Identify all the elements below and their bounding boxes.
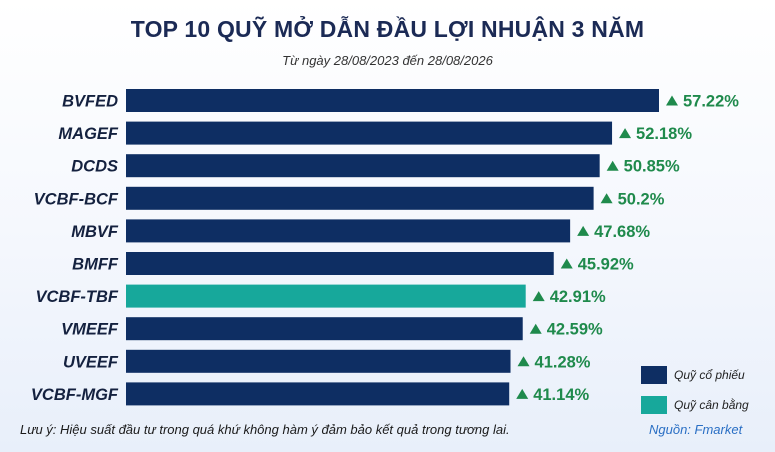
disclaimer-note: Lưu ý: Hiệu suất đầu tư trong quá khứ kh… xyxy=(20,422,510,437)
bar xyxy=(126,89,659,112)
up-arrow-icon xyxy=(666,95,678,106)
category-label: VMEEF xyxy=(61,321,119,339)
bar xyxy=(126,284,526,308)
up-arrow-icon xyxy=(529,323,542,334)
up-arrow-icon xyxy=(532,291,545,302)
legend-item-equity: Quỹ cổ phiếu xyxy=(641,365,749,385)
chart-title: TOP 10 QUỸ MỞ DẪN ĐẦU LỢI NHUẬN 3 NĂM xyxy=(130,16,645,42)
up-arrow-icon xyxy=(560,258,573,269)
value-label: 50.85% xyxy=(624,158,680,176)
legend-swatch-balanced xyxy=(641,396,667,414)
bar xyxy=(126,186,594,210)
up-arrow-icon xyxy=(577,225,590,236)
legend-label-equity: Quỹ cổ phiếu xyxy=(674,368,745,382)
category-label: UVEEF xyxy=(63,353,119,371)
category-label: BVFED xyxy=(62,93,118,111)
category-label: BMFF xyxy=(72,256,119,274)
value-label: 50.2% xyxy=(618,190,665,208)
category-label: MAGEF xyxy=(58,125,119,143)
up-arrow-icon xyxy=(600,193,613,204)
source-credit: Nguồn: Fmarket xyxy=(649,422,743,437)
up-arrow-icon xyxy=(606,160,619,171)
category-label: VCBF-MGF xyxy=(31,386,119,404)
value-label: 45.92% xyxy=(578,256,634,274)
up-arrow-icon xyxy=(517,356,530,367)
up-arrow-icon xyxy=(516,388,529,399)
bar xyxy=(126,317,523,341)
value-label: 52.18% xyxy=(636,125,692,143)
legend: Quỹ cổ phiếu Quỹ cân bằng xyxy=(641,365,749,425)
value-label: 41.14% xyxy=(533,386,589,404)
bar xyxy=(126,121,613,145)
value-label: 42.91% xyxy=(550,288,606,306)
bar-chart: BVFED 57.22% MAGEF 52.18% DCDS 50.85% VCBF-BCF… xyxy=(31,89,739,406)
legend-item-balanced: Quỹ cân bằng xyxy=(641,395,749,415)
bar xyxy=(126,349,511,373)
value-label: 41.28% xyxy=(535,353,591,371)
category-label: DCDS xyxy=(71,158,118,176)
value-label: 47.68% xyxy=(594,223,650,241)
value-label: 57.22% xyxy=(683,93,739,111)
value-label: 42.59% xyxy=(547,321,603,339)
legend-label-balanced: Quỹ cân bằng xyxy=(674,398,749,412)
category-label: MBVF xyxy=(71,223,119,241)
bar xyxy=(126,382,510,406)
category-label: VCBF-TBF xyxy=(36,288,119,306)
bar xyxy=(126,252,554,275)
chart-subtitle: Từ ngày 28/08/2023 đến 28/08/2026 xyxy=(282,53,493,68)
bar xyxy=(126,154,600,178)
bar xyxy=(126,219,571,243)
category-label: VCBF-BCF xyxy=(34,190,119,208)
up-arrow-icon xyxy=(619,128,632,139)
legend-swatch-equity xyxy=(641,366,667,384)
